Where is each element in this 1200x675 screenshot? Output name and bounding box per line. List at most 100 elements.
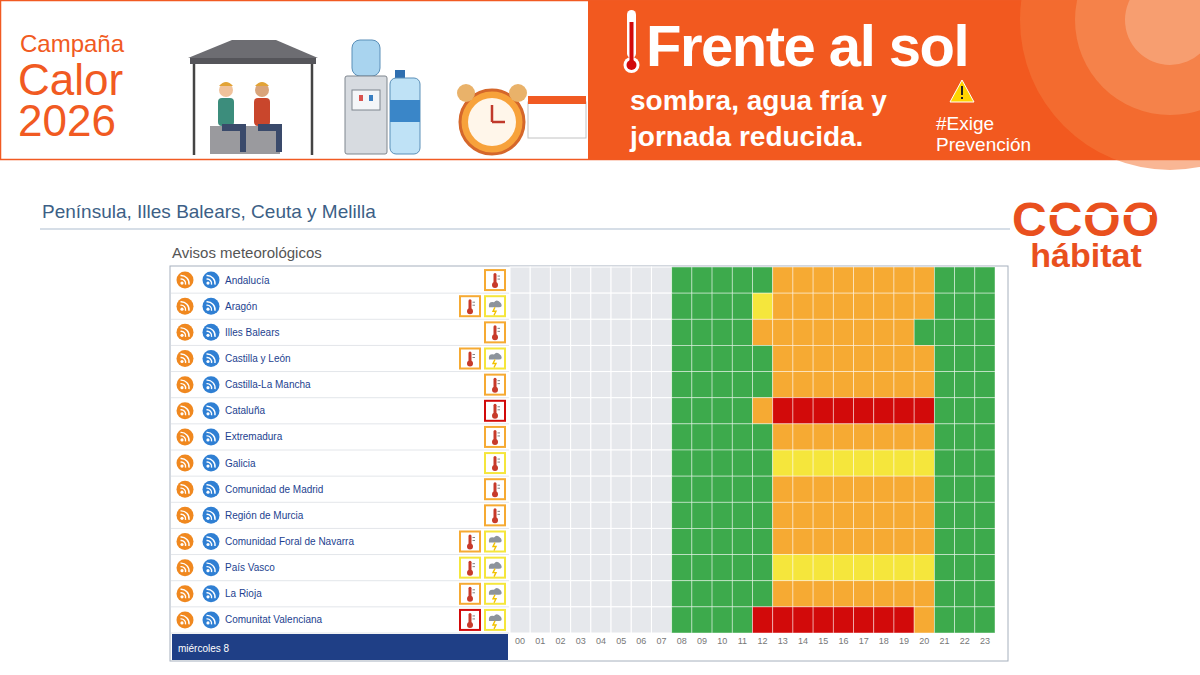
empty-cell [591, 372, 611, 398]
storm-warning-glyph [493, 360, 496, 368]
storm-warning-glyph [493, 569, 496, 577]
warning-cell [894, 476, 914, 502]
empty-cell [591, 581, 611, 607]
warning-cell [854, 555, 874, 581]
feed-icon-dot [206, 491, 209, 494]
warning-cell [692, 555, 712, 581]
heat-warning-glyph [473, 540, 476, 541]
feed-icon [177, 376, 194, 393]
hour-label: 00 [515, 636, 525, 646]
feed-icon-dot [206, 438, 209, 441]
warning-cell [793, 267, 813, 293]
empty-cell [530, 345, 550, 371]
warning-cell [854, 581, 874, 607]
warning-cell [773, 424, 793, 450]
heat-warning-glyph [473, 589, 476, 590]
warning-cell [692, 372, 712, 398]
hour-label: 08 [677, 636, 687, 646]
empty-cell [651, 372, 671, 398]
storm-warning-glyph [489, 588, 502, 595]
heat-warning-glyph [498, 383, 501, 384]
empty-cell [651, 607, 671, 633]
person-body [254, 98, 270, 126]
feed-icon-dot [180, 464, 183, 467]
feed-icon [177, 350, 194, 367]
feed-icon-arc [207, 540, 212, 546]
decor-circle [1020, 0, 1200, 170]
heat-warning-glyph [473, 302, 476, 303]
empty-cell [611, 528, 631, 554]
hour-label: 13 [778, 636, 788, 646]
warning-cell [854, 398, 874, 424]
empty-cell [550, 450, 570, 476]
warning-cell [672, 319, 692, 345]
feed-icon [203, 533, 220, 550]
feed-icon-dot [206, 595, 209, 598]
heat-warning-glyph [473, 357, 476, 358]
day-label: miércoles 8 [178, 643, 230, 654]
feed-icon-dot [180, 621, 183, 624]
warning-cell [813, 607, 833, 633]
row-separator [171, 633, 509, 634]
feed-icon [203, 324, 220, 341]
feed-icon-dot [180, 595, 183, 598]
warning-cell [833, 345, 853, 371]
hour-label: 14 [798, 636, 808, 646]
warning-cell [813, 476, 833, 502]
empty-cell [550, 528, 570, 554]
empty-cell [631, 555, 651, 581]
thermometer-fill [630, 22, 634, 62]
warning-cell [955, 528, 975, 554]
empty-cell [550, 319, 570, 345]
storm-warning [485, 532, 505, 552]
empty-cell [631, 293, 651, 319]
hour-label: 04 [596, 636, 606, 646]
warning-cell [672, 293, 692, 319]
feed-icon-arc [181, 485, 190, 494]
empty-cell [611, 476, 631, 502]
heat-warning-glyph [498, 511, 501, 512]
feed-icon-arc [207, 615, 216, 624]
warning-cell [813, 555, 833, 581]
warning-mark [961, 86, 963, 95]
empty-cell [530, 555, 550, 581]
warning-cell [813, 528, 833, 554]
hour-label: 07 [657, 636, 667, 646]
empty-cell [611, 267, 631, 293]
warning-cell [712, 581, 732, 607]
warning-cell [773, 555, 793, 581]
warning-cell [894, 293, 914, 319]
warning-cell [833, 502, 853, 528]
campaign-text: 2026 [18, 96, 116, 145]
warning-cell [692, 528, 712, 554]
empty-cell [550, 372, 570, 398]
warning-cell [934, 293, 954, 319]
warning-cell [955, 398, 975, 424]
storm-warning-glyph [489, 353, 502, 360]
warning-cell [712, 267, 732, 293]
heat-warning-glyph [498, 435, 501, 436]
heat-warning-glyph [473, 305, 476, 306]
empty-cell [611, 450, 631, 476]
warning-cell [813, 372, 833, 398]
feed-icon-arc [207, 410, 212, 416]
empty-cell [571, 607, 591, 633]
warning-cell [712, 450, 732, 476]
empty-cell [571, 476, 591, 502]
heat-warning-glyph [492, 413, 498, 419]
row-label: Illes Balears [225, 327, 279, 338]
row-label: País Vasco [225, 562, 275, 573]
feed-icon-arc [207, 331, 212, 337]
feed-icon-arc [181, 406, 190, 415]
warning-cell [914, 502, 934, 528]
warning-cell [934, 372, 954, 398]
warning-cell [955, 424, 975, 450]
row-label: Cataluña [225, 405, 265, 416]
empty-cell [631, 424, 651, 450]
feed-icon-arc [181, 537, 190, 546]
warning-cell [692, 267, 712, 293]
warning-mark [961, 97, 963, 99]
empty-cell [591, 293, 611, 319]
day-bar [172, 634, 508, 660]
warning-cell [692, 607, 712, 633]
